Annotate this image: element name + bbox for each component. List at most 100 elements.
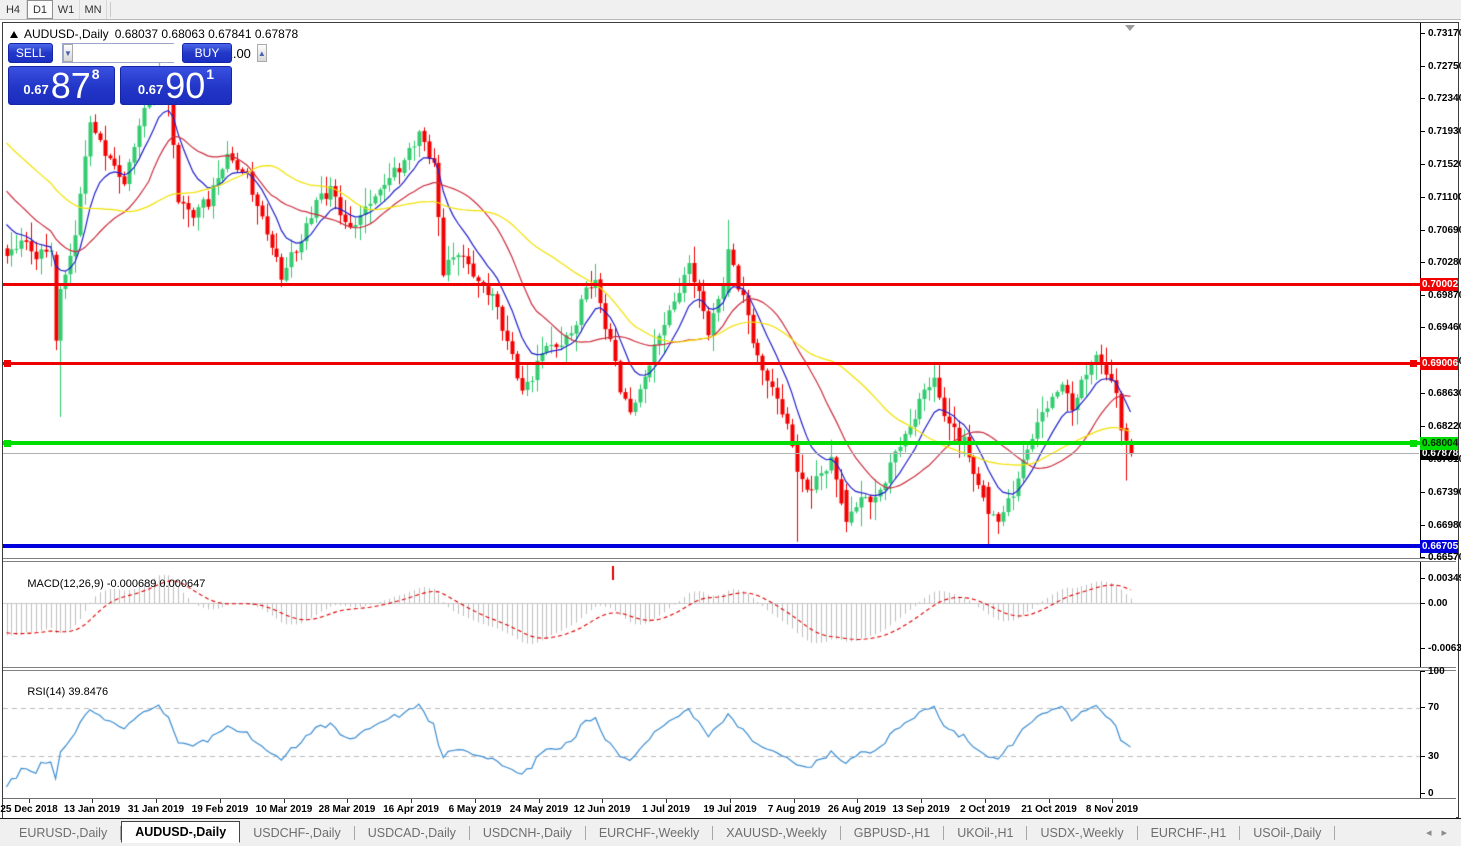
horizontal-level-line[interactable] [3,441,1420,445]
symbol-tab-usdx-weekly[interactable]: USDX-,Weekly [1040,825,1124,840]
horizontal-level-line[interactable] [3,362,1420,365]
volume-increase-button[interactable]: ▲ [256,44,267,62]
rsi-indicator-label: RSI(14) 39.8476 [9,674,108,710]
date-tick [539,799,540,803]
horizontal-level-line[interactable] [3,544,1420,548]
sell-button[interactable]: SELL [8,43,53,63]
price-tick [1421,262,1425,263]
tab-separator [120,825,122,840]
buy-price-pip: 1 [206,66,215,82]
buy-button[interactable]: BUY [182,43,232,63]
symbol-tab-usoil-daily[interactable]: USOil-,Daily [1253,825,1322,840]
symbol-name: AUDUSD-,Daily [24,27,109,41]
price-tick [1421,327,1425,328]
buy-price-big: 90 [165,65,206,106]
chart-canvas[interactable] [3,23,1458,817]
tab-separator [1136,825,1138,840]
symbol-tab-xauusd-weekly[interactable]: XAUUSD-,Weekly [726,825,827,840]
price-tick-label: 0.66980 [1428,520,1461,531]
price-scale-separator [1420,23,1421,798]
timeframe-button-w1[interactable]: W1 [53,0,80,19]
tab-separator [712,825,714,840]
price-tick [1421,426,1425,427]
date-tick [29,799,30,803]
one-click-trade-panel: SELL ▼ ▲ BUY 0.67 87 8 0.67 90 1 [8,43,267,105]
price-tick-label: 0.73170 [1428,28,1461,39]
chart-shift-marker-icon[interactable] [1125,25,1135,31]
symbol-tab-audusd-daily[interactable]: AUDUSD-,Daily [121,820,241,843]
date-label: 2 Oct 2019 [959,804,1011,815]
symbol-tab-usdcnh-daily[interactable]: USDCNH-,Daily [482,825,572,840]
price-tick-label: 0.69460 [1428,322,1461,333]
collapse-panel-icon[interactable] [10,30,18,38]
date-label: 19 Jul 2019 [703,804,757,815]
sell-price-box[interactable]: 0.67 87 8 [8,66,115,105]
date-label: 13 Jan 2019 [63,804,121,815]
macd-tick [1421,578,1425,579]
symbol-tab-eurusd-daily[interactable]: EURUSD-,Daily [19,825,108,840]
price-tick-label: 0.72750 [1428,61,1461,72]
price-tick-label: 0.67390 [1428,487,1461,498]
rsi-value: 39.8476 [68,686,109,698]
date-tick [730,799,731,803]
horizontal-level-line[interactable] [3,283,1420,286]
date-tick [475,799,476,803]
date-tick [666,799,667,803]
tab-separator [943,825,945,840]
symbol-tab-usdcad-daily[interactable]: USDCAD-,Daily [367,825,456,840]
macd-tick [1421,648,1425,649]
date-tick [1049,799,1050,803]
volume-decrease-button[interactable]: ▼ [63,44,73,62]
timeframe-button-d1[interactable]: D1 [27,0,53,19]
timeframe-button-h4[interactable]: H4 [0,0,27,19]
macd-tick-label: 0.00 [1428,598,1448,609]
date-label: 1 Jul 2019 [642,804,690,815]
macd-tick-label: -0.00637 [1428,643,1461,654]
tabs-scroll-left-icon[interactable]: ◂ [1425,827,1432,839]
sell-price-pip: 8 [91,66,100,82]
date-label: 16 Apr 2019 [383,804,439,815]
timeframe-button-mn[interactable]: MN [80,0,107,19]
date-tick [347,799,348,803]
rsi-tick [1421,671,1425,672]
price-tick-label: 0.68220 [1428,421,1461,432]
symbol-tab-usdchf-daily[interactable]: USDCHF-,Daily [253,825,341,840]
price-tick [1421,66,1425,67]
symbol-ohlc-header: AUDUSD-,Daily 0.68037 0.68063 0.67841 0.… [10,27,298,41]
symbol-tab-eurchf-h1[interactable]: EURCHF-,H1 [1150,825,1227,840]
line-handle-left[interactable] [4,440,11,447]
date-label: 21 Oct 2019 [1021,804,1077,815]
rsi-tick-label: 70 [1428,702,1440,713]
price-tick [1421,557,1425,558]
line-handle-left[interactable] [4,360,11,367]
price-tick-label: 0.68630 [1428,388,1461,399]
rsi-tick-label: 100 [1428,666,1445,677]
price-tick [1421,525,1425,526]
level-price-label: 0.66705 [1420,540,1459,553]
buy-price-prefix: 0.67 [137,82,164,97]
line-handle-right[interactable] [1410,440,1417,447]
current-price-line [3,453,1419,454]
rsi-tick-label: 0 [1428,788,1434,799]
timeframe-toolbar: H4 D1 W1 MN [0,0,1461,20]
price-tick [1421,492,1425,493]
panel-divider[interactable] [3,558,1456,562]
symbol-tab-gbpusd-h1[interactable]: GBPUSD-,H1 [853,825,931,840]
panel-divider[interactable] [3,667,1456,671]
line-handle-right[interactable] [1410,360,1417,367]
macd-tick-label: 0.00349 [1428,573,1461,584]
price-tick [1421,98,1425,99]
symbol-tab-ukoil-h1[interactable]: UKOil-,H1 [957,825,1014,840]
price-tick [1421,230,1425,231]
date-label: 24 May 2019 [509,804,569,815]
level-price-label: 0.70002 [1420,278,1459,291]
date-label: 28 Mar 2019 [318,804,376,815]
chart-window[interactable]: 0.73170 0.72750 0.72340 0.71930 0.71520 0.711… [0,22,1461,818]
date-tick [156,799,157,803]
ohlc-values: 0.68037 0.68063 0.67841 0.67878 [114,27,299,41]
sell-price-big: 87 [50,65,91,106]
buy-price-box[interactable]: 0.67 90 1 [120,66,232,105]
tabs-scroll-right-icon[interactable]: ▸ [1441,827,1447,839]
symbol-tab-eurchf-weekly[interactable]: EURCHF-,Weekly [598,825,700,840]
date-axis[interactable]: 25 Dec 2018 13 Jan 2019 31 Jan 2019 19 Feb … [0,798,1456,818]
